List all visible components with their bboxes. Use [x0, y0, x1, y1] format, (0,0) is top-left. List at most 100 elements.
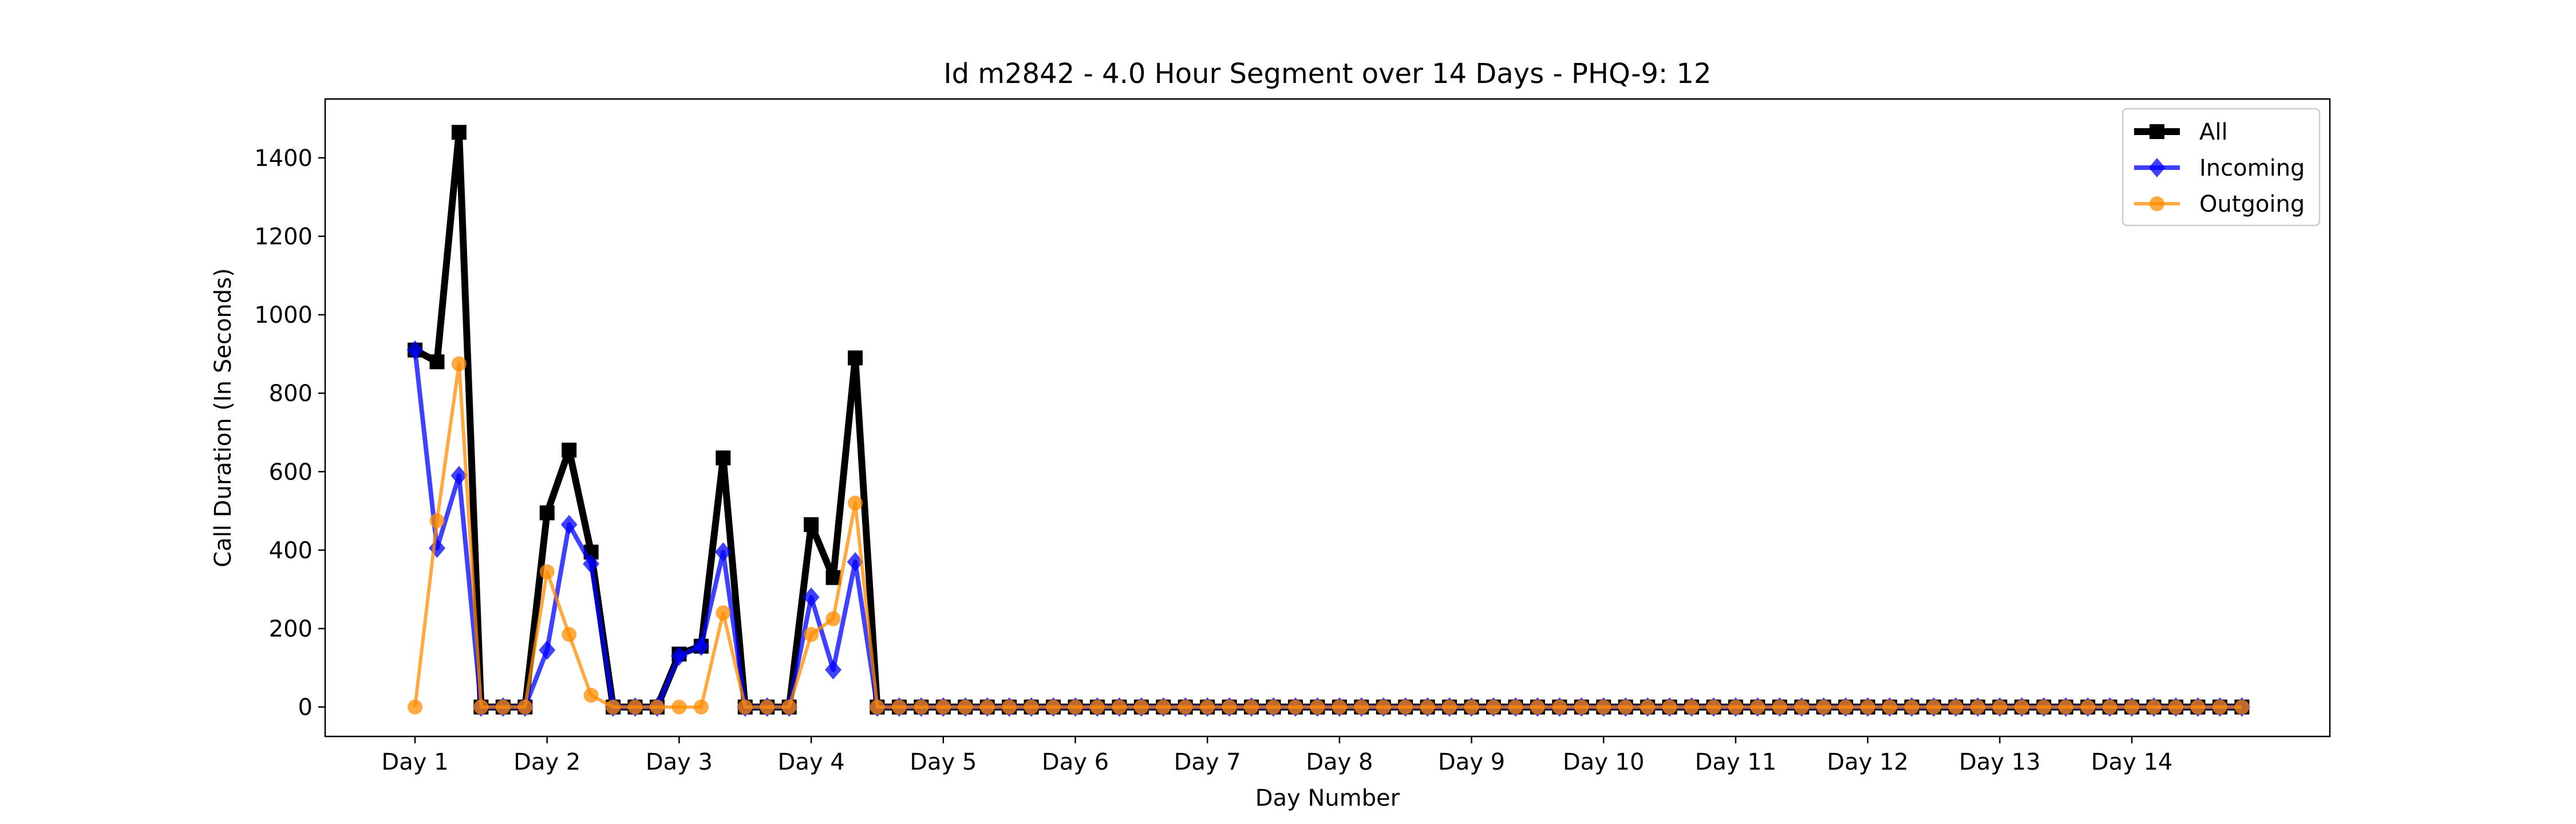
- legend-label-all: All: [2199, 119, 2228, 145]
- data-point-incoming: [583, 554, 600, 574]
- data-point-outgoing: [1200, 699, 1215, 715]
- data-point-all: [451, 125, 467, 140]
- data-point-outgoing: [1420, 699, 1435, 715]
- data-point-outgoing: [1354, 699, 1369, 715]
- data-point-outgoing: [1618, 699, 1633, 715]
- data-point-outgoing: [2168, 699, 2183, 715]
- data-point-all: [539, 505, 555, 521]
- data-point-outgoing: [408, 699, 422, 715]
- data-point-outgoing: [1089, 699, 1105, 715]
- data-point-outgoing: [1508, 699, 1523, 715]
- plot-frame: [324, 98, 2331, 738]
- data-point-outgoing: [649, 699, 665, 715]
- data-point-outgoing: [693, 699, 709, 715]
- data-point-outgoing: [716, 605, 731, 621]
- data-point-outgoing: [1376, 699, 1391, 715]
- data-point-outgoing: [1156, 699, 1171, 715]
- data-point-outgoing: [1794, 699, 1809, 715]
- data-point-outgoing: [1882, 699, 1898, 715]
- data-point-outgoing: [1464, 699, 1479, 715]
- legend-label-incoming: Incoming: [2199, 155, 2305, 181]
- data-point-outgoing: [781, 699, 797, 715]
- y-tick-label: 800: [269, 381, 313, 407]
- data-point-all: [848, 350, 863, 366]
- data-point-outgoing: [1046, 699, 1061, 715]
- y-tick-label: 1400: [254, 145, 313, 172]
- data-point-all: [804, 517, 819, 532]
- x-tick-label: Day 4: [778, 749, 845, 775]
- data-point-outgoing: [2036, 699, 2052, 715]
- data-point-outgoing: [1332, 699, 1347, 715]
- series-line-incoming: [413, 350, 2242, 710]
- data-point-incoming: [560, 514, 578, 534]
- data-point-outgoing: [1068, 699, 1083, 715]
- data-point-outgoing: [473, 699, 489, 715]
- data-point-outgoing: [562, 627, 577, 642]
- data-point-outgoing: [1860, 699, 1875, 715]
- data-point-outgoing: [2124, 699, 2140, 715]
- data-point-all: [562, 442, 577, 458]
- data-point-outgoing: [1728, 699, 1743, 715]
- data-point-incoming: [429, 538, 445, 558]
- data-point-outgoing: [2234, 699, 2250, 715]
- data-point-outgoing: [1926, 699, 1942, 715]
- data-point-outgoing: [429, 513, 445, 528]
- series-all: [408, 125, 2250, 715]
- data-point-outgoing: [671, 699, 687, 715]
- data-point-outgoing: [1002, 699, 1017, 715]
- x-tick-label: Day 10: [1563, 749, 1645, 775]
- y-tick-label: 0: [298, 695, 313, 721]
- data-point-outgoing: [1662, 699, 1677, 715]
- data-point-all: [716, 450, 731, 466]
- series-outgoing: [408, 356, 2250, 715]
- data-point-outgoing: [825, 611, 841, 627]
- data-point-all: [429, 354, 445, 370]
- data-point-outgoing: [1024, 699, 1039, 715]
- data-point-incoming: [714, 542, 732, 562]
- data-point-outgoing: [1288, 699, 1303, 715]
- data-point-outgoing: [1838, 699, 1854, 715]
- data-point-outgoing: [1596, 699, 1611, 715]
- chart-title: Id m2842 - 4.0 Hour Segment over 14 Days…: [943, 58, 1711, 90]
- data-point-outgoing: [1112, 699, 1127, 715]
- data-point-outgoing: [1772, 699, 1787, 715]
- data-point-outgoing: [2102, 699, 2117, 715]
- data-point-outgoing: [451, 356, 467, 371]
- data-point-outgoing: [1310, 699, 1325, 715]
- x-tick-label: Day 2: [513, 749, 580, 775]
- data-point-outgoing: [1133, 699, 1149, 715]
- data-point-outgoing: [737, 699, 753, 715]
- data-point-outgoing: [2190, 699, 2206, 715]
- x-tick-label: Day 11: [1695, 749, 1777, 775]
- legend-marker-outgoing: [2150, 196, 2164, 211]
- data-point-outgoing: [539, 564, 555, 580]
- series-line-all: [413, 129, 2242, 711]
- data-point-outgoing: [1640, 699, 1656, 715]
- data-point-outgoing: [1266, 699, 1281, 715]
- series-line-outgoing: [413, 362, 2242, 709]
- y-tick-label: 1000: [254, 302, 313, 328]
- x-tick-label: Day 12: [1827, 749, 1909, 775]
- data-point-outgoing: [2146, 699, 2162, 715]
- x-axis-label: Day Number: [1255, 785, 1400, 811]
- data-point-outgoing: [1706, 699, 1721, 715]
- data-point-outgoing: [1442, 699, 1457, 715]
- data-point-all: [825, 570, 841, 585]
- data-point-outgoing: [979, 699, 995, 715]
- data-point-outgoing: [1486, 699, 1502, 715]
- data-point-outgoing: [495, 699, 511, 715]
- x-tick-label: Day 8: [1306, 749, 1373, 775]
- data-point-incoming: [825, 660, 841, 680]
- data-point-outgoing: [583, 688, 599, 703]
- data-point-outgoing: [2212, 699, 2227, 715]
- data-point-incoming: [670, 646, 688, 666]
- data-point-outgoing: [1750, 699, 1765, 715]
- data-point-outgoing: [1178, 699, 1193, 715]
- data-point-outgoing: [1992, 699, 2008, 715]
- data-point-outgoing: [914, 699, 929, 715]
- x-tick-label: Day 7: [1174, 749, 1241, 775]
- data-point-outgoing: [1574, 699, 1589, 715]
- legend-label-outgoing: Outgoing: [2199, 191, 2305, 217]
